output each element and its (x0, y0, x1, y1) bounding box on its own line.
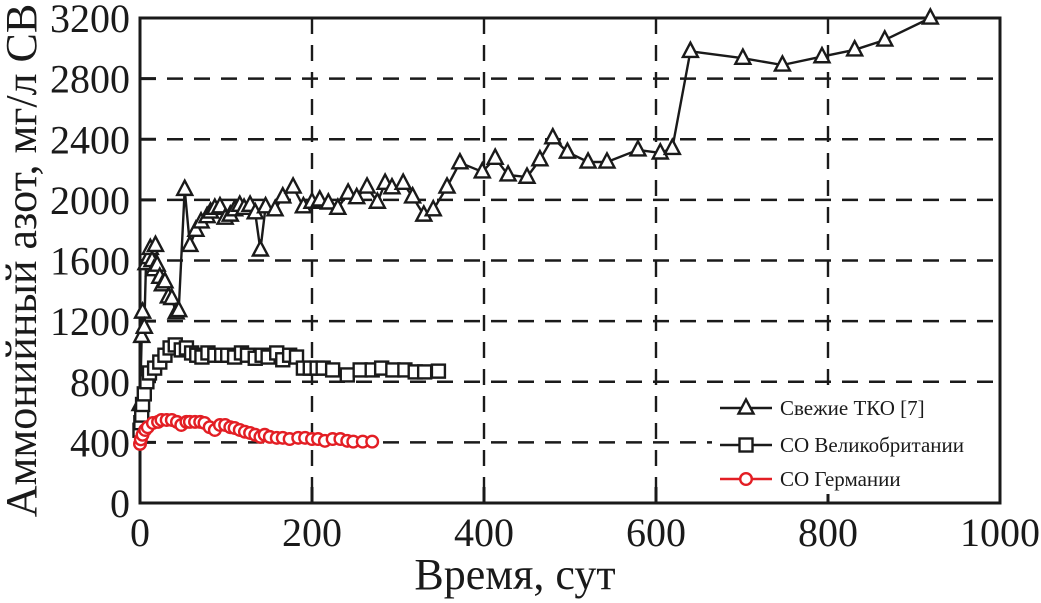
legend-label: СО Германии (780, 467, 901, 491)
data-point-marker (265, 198, 285, 217)
data-point-marker (283, 175, 303, 194)
data-point-marker (365, 434, 380, 449)
data-point-marker (628, 138, 648, 157)
data-point-marker (517, 165, 537, 184)
x-tick-label: 1000 (960, 510, 1040, 555)
data-point-marker (318, 191, 338, 210)
data-point-marker (472, 160, 492, 179)
triangle-icon (736, 396, 756, 415)
x-tick-label: 400 (454, 510, 514, 555)
data-point-marker (147, 253, 167, 272)
y-tick-label: 1200 (50, 299, 130, 344)
data-point-marker (324, 362, 341, 378)
circle-icon (739, 472, 754, 487)
data-point-marker (772, 53, 792, 72)
data-point-marker (557, 140, 577, 159)
legend-item-uk-so: СО Великобритании (720, 433, 964, 457)
data-point-marker (680, 40, 700, 59)
data-point-marker (597, 150, 617, 169)
data-point-marker (450, 151, 470, 170)
tick-labels: 0 200 400 600 800 100004008001200160020002400… (50, 0, 1040, 555)
y-tick-label: 2000 (50, 178, 130, 223)
series-fresh-tko (130, 6, 940, 412)
data-point-marker (162, 287, 182, 306)
data-point-marker (155, 270, 175, 289)
data-point-marker (328, 197, 348, 216)
data-point-marker (875, 28, 895, 47)
x-tick-label: 600 (626, 510, 686, 555)
data-point-marker (845, 38, 865, 57)
data-point-marker (812, 45, 832, 64)
data-point-marker (180, 234, 200, 253)
series-germany-so (132, 412, 380, 451)
data-point-marker (662, 137, 682, 156)
data-point-marker (338, 181, 358, 200)
y-tick-label: 2800 (50, 57, 130, 102)
y-tick-label: 0 (110, 481, 130, 526)
data-point-marker (169, 299, 189, 318)
legend-label: СО Великобритании (780, 433, 964, 457)
x-tick-label: 200 (282, 510, 342, 555)
data-point-marker (430, 363, 447, 379)
y-tick-label: 400 (70, 420, 130, 465)
y-tick-label: 800 (70, 360, 130, 405)
square-icon (738, 437, 754, 453)
data-point-marker (134, 316, 154, 334)
y-tick-label: 1600 (50, 239, 130, 284)
data-point-marker (367, 190, 387, 209)
legend-item-fresh-tko: Свежие ТКО [7] (720, 396, 925, 420)
x-tick-label: 0 (130, 510, 150, 555)
data-point-marker (498, 163, 518, 182)
gridlines (140, 18, 1000, 503)
data-point-marker (733, 46, 753, 65)
x-tick-label: 800 (798, 510, 858, 555)
data-point-marker (133, 300, 153, 319)
data-point-marker (175, 178, 195, 197)
data-point-marker (530, 148, 550, 167)
data-point-marker (357, 175, 377, 194)
y-tick-label: 3200 (50, 0, 130, 41)
legend-item-germany-so: СО Германии (720, 467, 901, 491)
data-point-marker (186, 219, 206, 237)
data-point-marker (347, 186, 367, 205)
data-point-marker (210, 195, 230, 214)
data-point-marker (437, 175, 457, 194)
data-point-marker (339, 367, 355, 383)
x-axis-title: Время, сут (414, 550, 615, 599)
data-point-marker (256, 195, 276, 214)
data-point-marker (273, 185, 293, 204)
data-point-marker (403, 185, 423, 204)
data-point-marker (920, 6, 940, 25)
data-point-marker (423, 198, 443, 217)
y-axis-title: Аммонийный азот, мг/л СВ (0, 4, 46, 518)
legend: Свежие ТКО [7] СО Великобритании СО Герман… (712, 392, 998, 494)
legend-label: Свежие ТКО [7] (780, 396, 925, 420)
data-point-marker (543, 126, 563, 145)
data-point-marker (145, 234, 165, 253)
y-tick-label: 2400 (50, 117, 130, 162)
series-uk-so (132, 337, 447, 438)
data-point-marker (578, 150, 598, 169)
data-point-marker (416, 364, 433, 380)
data-point-marker (132, 325, 152, 344)
data-point-marker (393, 172, 413, 191)
data-point-marker (250, 238, 270, 257)
data-point-marker (485, 147, 505, 165)
